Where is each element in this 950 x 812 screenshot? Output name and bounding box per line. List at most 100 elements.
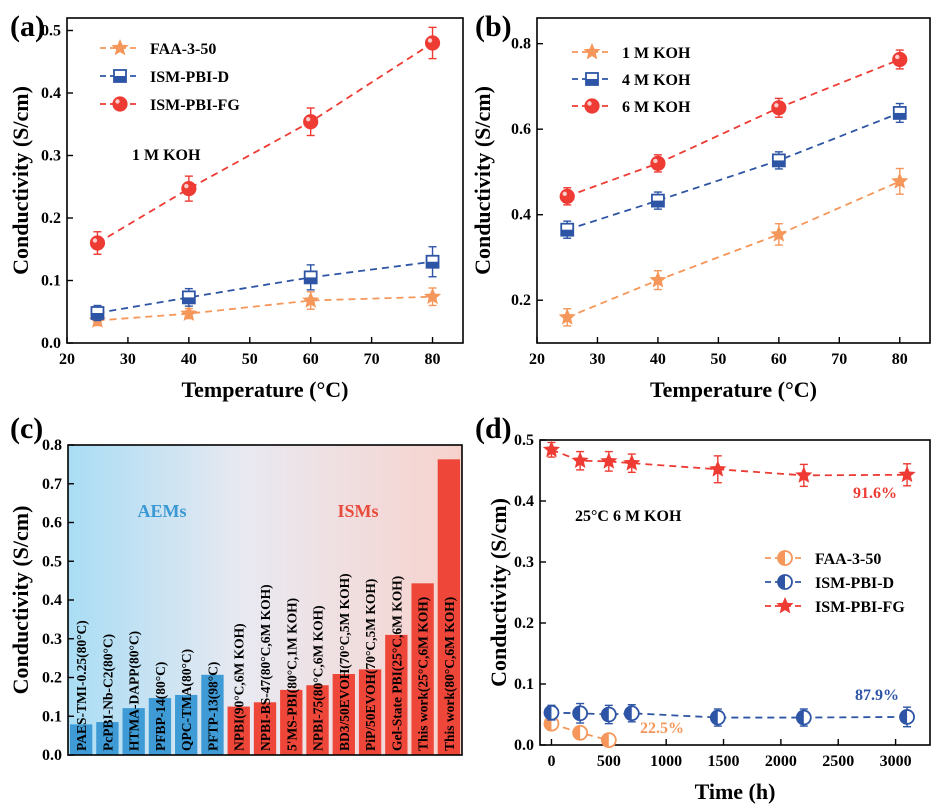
bar — [280, 689, 303, 755]
data-point-ism-pbi-fg-shape — [600, 452, 618, 469]
data-point-ism-pbi-fg — [303, 114, 319, 130]
data-point-6-m-koh — [559, 188, 575, 204]
data-point-1-m-koh — [558, 308, 576, 325]
bar — [306, 685, 329, 755]
data-point-ism-pbi-d-fill — [182, 297, 195, 304]
retention-label-ism-pbi-fg: 91.6% — [853, 485, 897, 502]
legend-entry-faa-3-50: FAA-3-50 — [765, 550, 881, 568]
group-label-isms: ISMs — [337, 501, 378, 521]
x-tick-label: 40 — [650, 351, 666, 368]
data-point-ism-pbi-d-fill — [91, 313, 104, 319]
bar — [201, 674, 224, 755]
data-point-ism-pbi-fg-shape — [571, 451, 589, 469]
y-tick-label: 0.3 — [42, 631, 62, 648]
legend-entry-4-m-koh: 4 M KOH — [572, 72, 691, 89]
x-tick-label: 40 — [181, 351, 197, 368]
series-line-ism-pbi-d — [97, 260, 433, 314]
y-tick-label: 0.4 — [41, 85, 61, 102]
series-line-faa-3-50 — [97, 295, 433, 322]
data-point-ism-pbi-fg-shape — [623, 454, 641, 471]
x-axis-title: Time (h) — [695, 779, 776, 804]
y-tick-label: 0.2 — [514, 615, 534, 632]
bars: PAES-TMI-0.25(80°C) PcPBI-Nb-C2(80°C) HTMA… — [69, 459, 461, 755]
legend-label: 4 M KOH — [622, 72, 691, 89]
series-1-m-koh — [558, 167, 909, 327]
x-axis-title: Temperature (°C) — [181, 377, 348, 402]
series-6-m-koh — [559, 49, 908, 206]
data-point-ism-pbi-fg — [795, 466, 813, 483]
legend-label: ISM-PBI-D — [815, 575, 894, 592]
data-point-ism-pbi-d-fill — [601, 707, 609, 722]
data-point-6-m-koh — [771, 100, 787, 116]
y-tick-label: 0.4 — [514, 493, 534, 510]
y-axis-title: Conductivity (S/cm) — [486, 498, 511, 687]
bar-label: This work(25°C,6M KOH) — [416, 597, 431, 751]
bar-label: PiP/50EVOH(70°C,5M KOH) — [363, 579, 378, 751]
legend-label: ISM-PBI-FG — [150, 97, 240, 114]
legend-label: 6 M KOH — [622, 99, 691, 116]
bar — [253, 702, 277, 755]
data-point-faa-3-50-fill — [573, 725, 581, 740]
legend-label: FAA-3-50 — [815, 551, 881, 568]
y-tick-label: 0.1 — [41, 273, 61, 290]
y-tick-label: 0.5 — [42, 553, 62, 570]
data-point-ism-pbi-d — [181, 290, 196, 305]
y-tick-label: 0.8 — [511, 36, 531, 53]
data-point-ism-pbi-fg — [181, 181, 197, 197]
series-ism-pbi-d — [90, 246, 440, 322]
y-tick-label: 0.6 — [511, 121, 531, 138]
data-point-ism-pbi-d — [303, 270, 318, 285]
data-point-ism-pbi-d — [425, 254, 440, 269]
x-tick-label: 20 — [529, 351, 545, 368]
data-point-1-m-koh-shape — [558, 308, 576, 325]
data-point-faa-3-50 — [180, 304, 198, 321]
data-point-ism-pbi-fg-shape — [709, 460, 727, 477]
data-point-4-m-koh-fill — [561, 229, 574, 236]
legend-label: FAA-3-50 — [150, 41, 216, 58]
y-tick-label: 0.5 — [514, 432, 534, 449]
data-point-ism-pbi-fg-highlight — [184, 183, 189, 189]
y-tick-label: 0.0 — [42, 747, 62, 764]
data-point-4-m-koh-fill — [651, 200, 664, 207]
legend-entry-ism-pbi-d: ISM-PBI-D — [765, 574, 894, 592]
data-point-1-m-koh-shape — [770, 225, 788, 242]
panel-label: (b) — [475, 10, 512, 43]
data-point-ism-pbi-fg-shape — [424, 35, 441, 51]
data-point-ism-pbi-d-fill — [796, 710, 804, 725]
y-tick-label: 0.7 — [42, 476, 62, 493]
plot-frame — [539, 439, 931, 746]
legend-marker — [584, 98, 600, 114]
y-tick-label: 0.5 — [41, 23, 61, 40]
retention-label-faa: 22.5% — [640, 720, 684, 737]
data-point-faa-3-50 — [423, 287, 442, 305]
legend: FAA-3-50 ISM-PBI-D ISM-PBI-FG — [100, 38, 240, 114]
bar — [96, 722, 119, 755]
bar — [122, 708, 145, 755]
data-point-4-m-koh — [560, 222, 575, 237]
data-point-ism-pbi-fg-shape — [542, 440, 561, 458]
y-axis-title: Conductivity (S/cm) — [8, 86, 33, 275]
y-tick-label: 0.0 — [41, 335, 61, 352]
data-point-ism-pbi-d — [572, 705, 589, 722]
data-point-4-m-koh — [771, 153, 786, 168]
y-tick-label: 0.2 — [511, 292, 531, 309]
x-tick-label: 60 — [303, 351, 319, 368]
legend-marker-shape — [583, 42, 601, 60]
x-axis-title: Temperature (°C) — [650, 377, 817, 402]
data-point-ism-pbi-d — [90, 306, 105, 320]
data-point-ism-pbi-d — [543, 704, 560, 721]
data-point-ism-pbi-d-fill — [426, 261, 439, 268]
data-point-ism-pbi-d-fill — [624, 706, 632, 721]
y-tick-label: 0.0 — [514, 737, 534, 754]
condition-annotation: 1 M KOH — [132, 147, 201, 164]
legend-marker — [777, 574, 793, 590]
x-tick-label: 30 — [589, 351, 605, 368]
series-line-4-m-koh — [566, 112, 901, 231]
data-point-6-m-koh-highlight — [774, 103, 779, 108]
y-tick-label: 0.8 — [42, 437, 62, 454]
legend-marker — [111, 38, 129, 56]
data-point-ism-pbi-d-fill — [710, 710, 718, 725]
legend-marker-fill — [114, 76, 126, 82]
data-point-faa-3-50 — [600, 732, 617, 749]
